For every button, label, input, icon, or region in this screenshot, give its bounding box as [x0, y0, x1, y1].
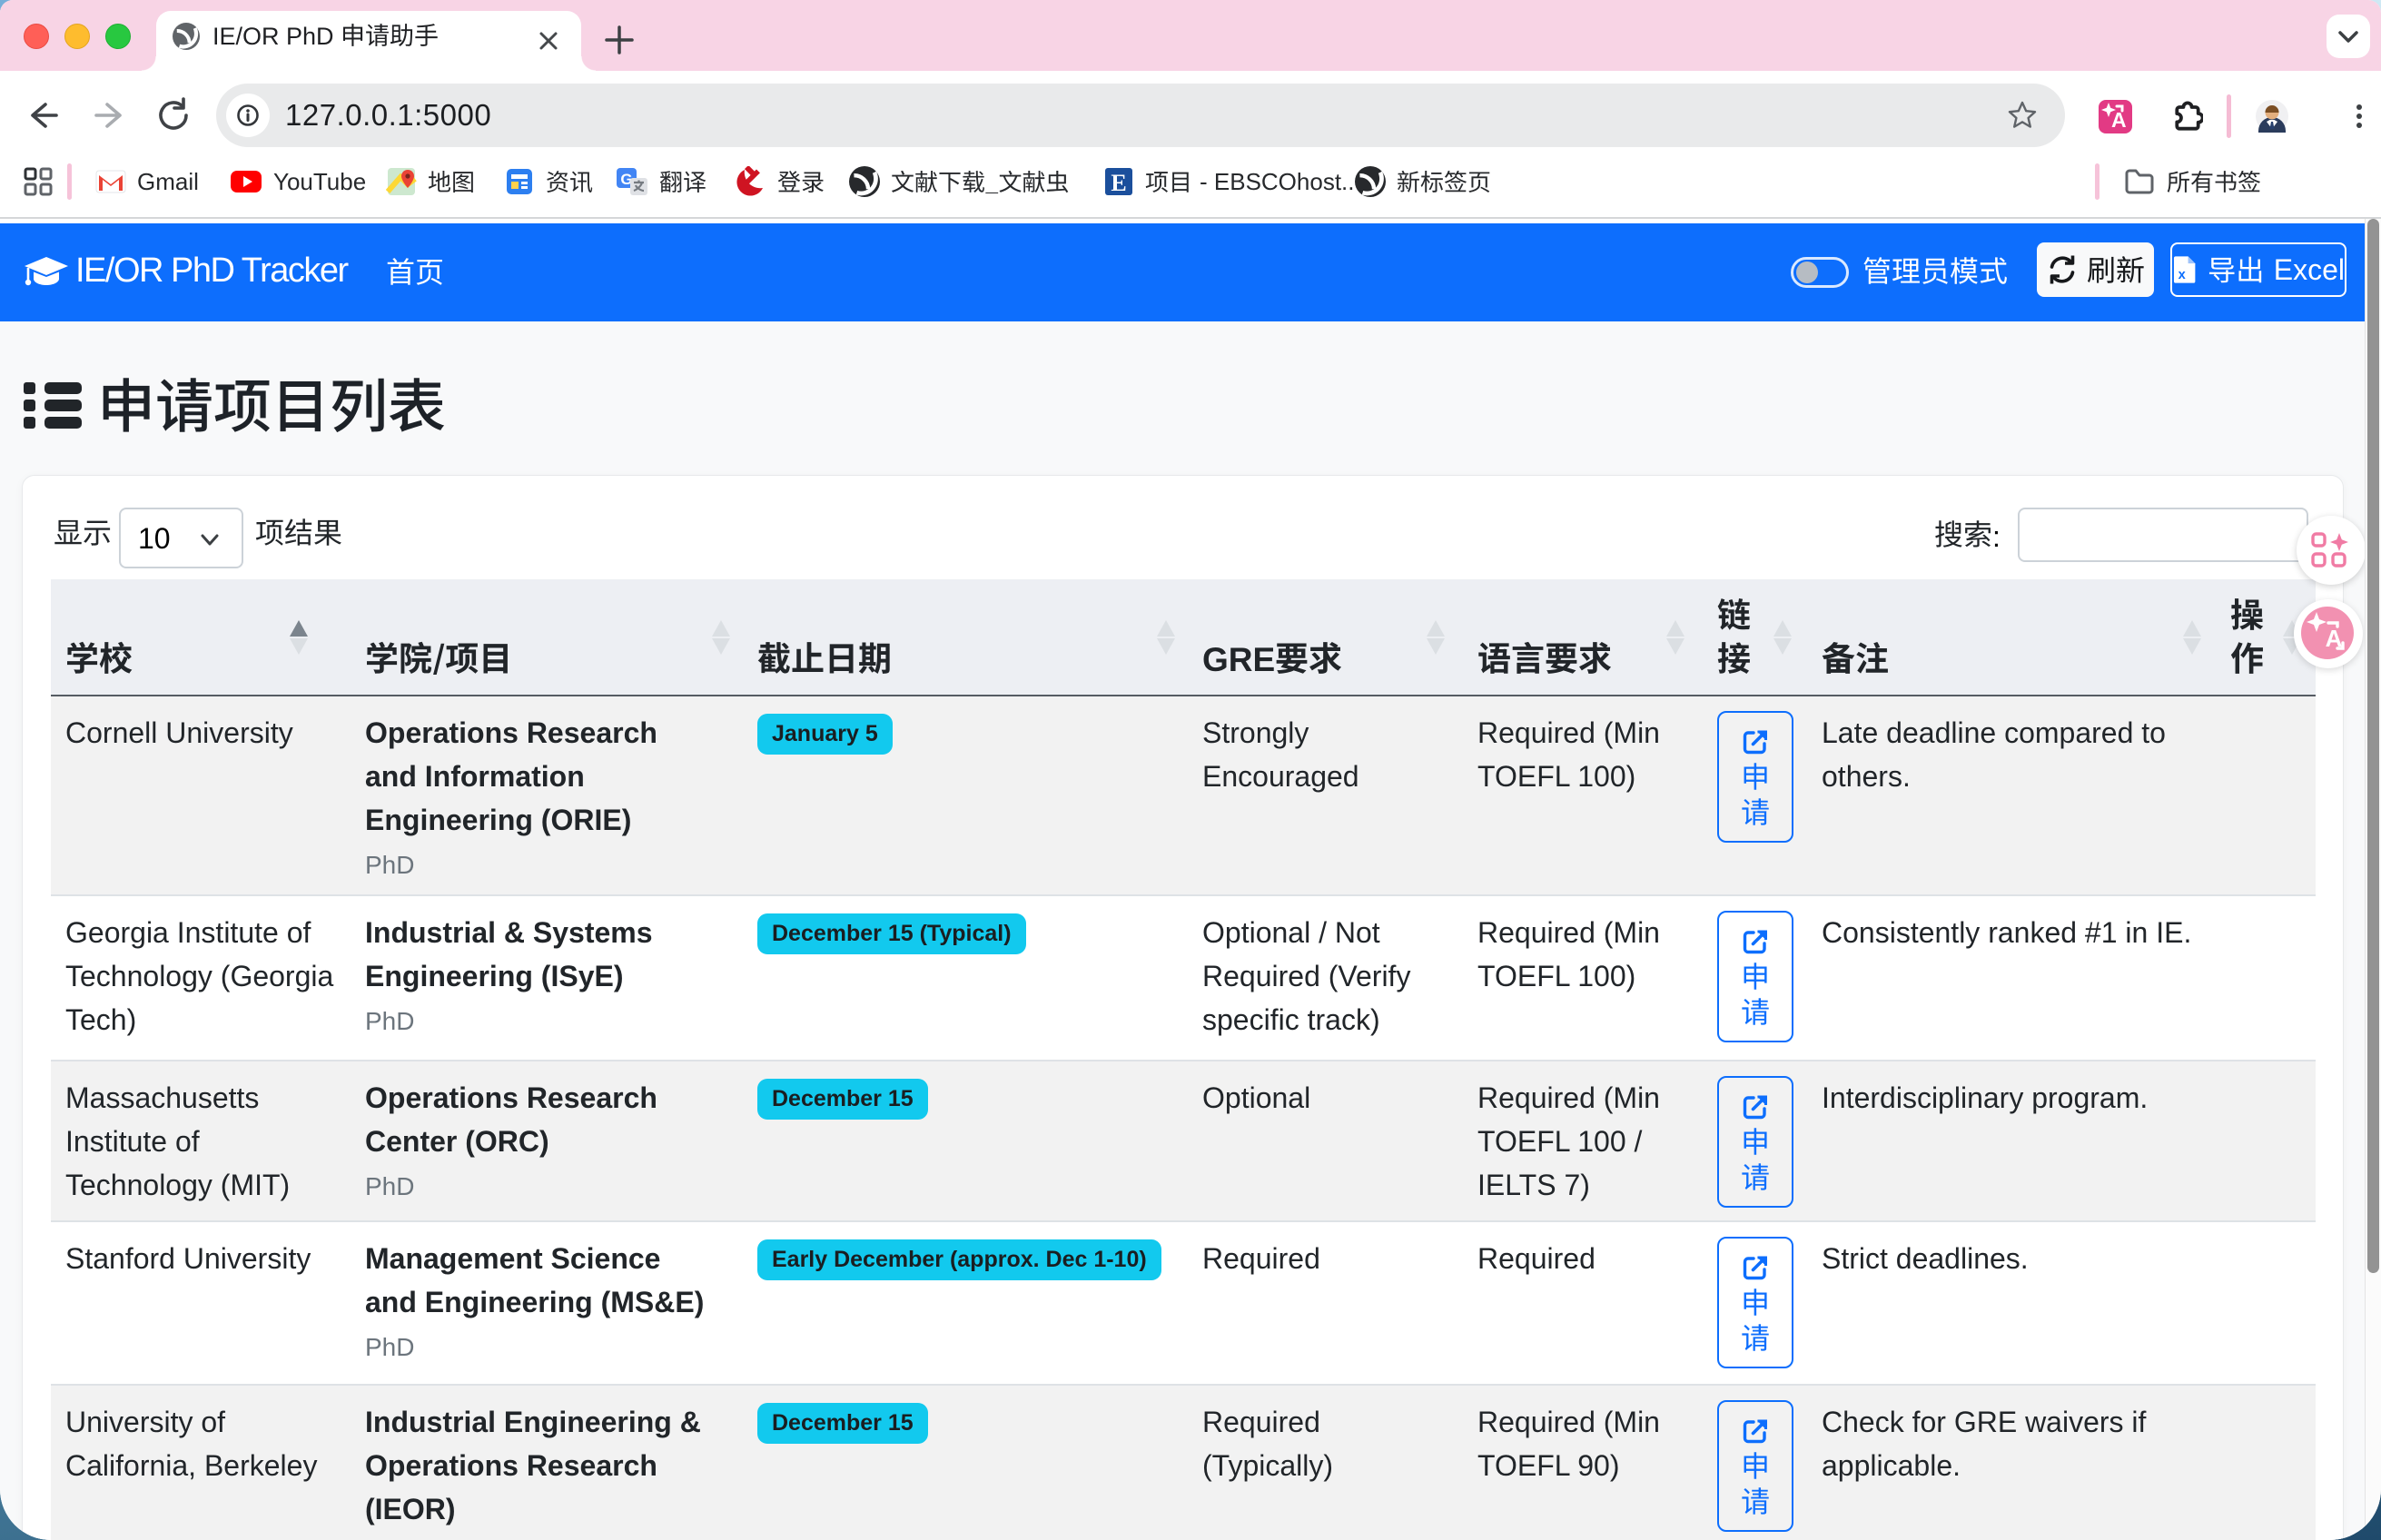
- svg-text:G: G: [620, 171, 632, 188]
- svg-text:E: E: [1111, 170, 1126, 196]
- svg-text:x: x: [2178, 268, 2187, 282]
- svg-text:A: A: [2326, 625, 2343, 652]
